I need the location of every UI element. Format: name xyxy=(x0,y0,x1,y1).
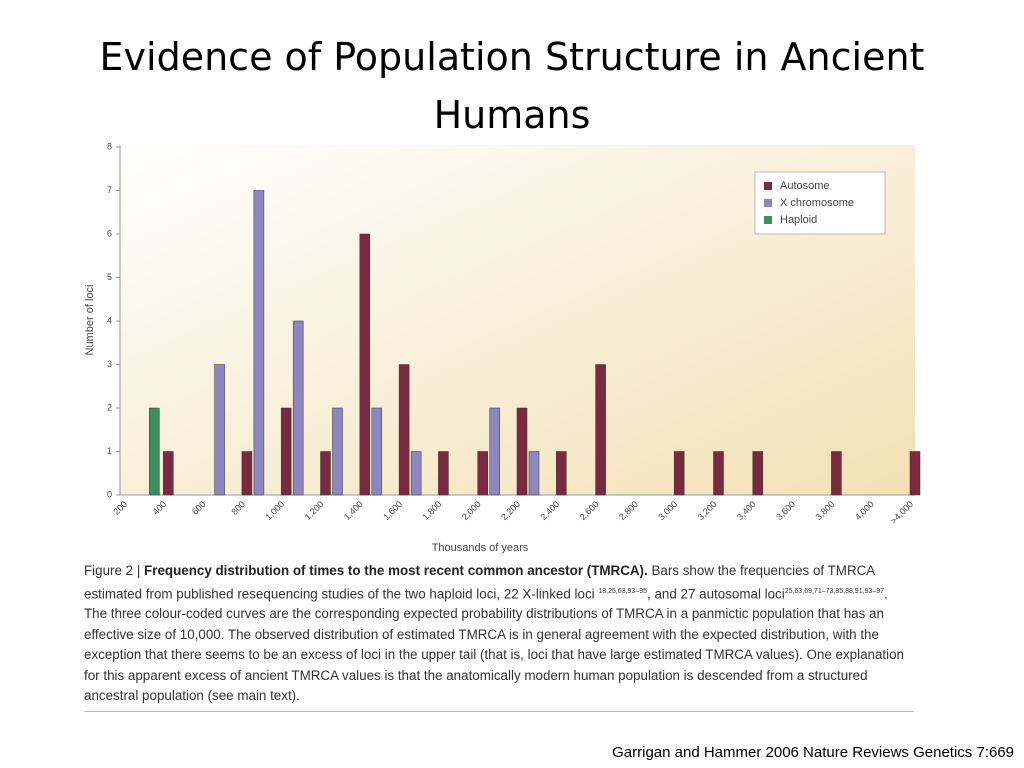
bar xyxy=(477,451,488,496)
y-tick-label: 5 xyxy=(107,272,112,282)
bar xyxy=(673,451,685,496)
x-tick-label: 2,600 xyxy=(578,499,601,522)
legend-box xyxy=(754,171,886,235)
figure-caption: Figure 2 | Frequency distribution of tim… xyxy=(84,561,914,712)
y-axis-label: Number of loci xyxy=(84,285,96,356)
bar xyxy=(410,451,422,496)
y-tick-label: 4 xyxy=(107,315,112,325)
bar xyxy=(163,451,174,496)
y-tick-label: 1 xyxy=(107,446,112,456)
caption-ref: 18,25,63,93–95 xyxy=(598,587,648,595)
x-tick-label: 800 xyxy=(229,499,247,517)
x-tick-label: 3,000 xyxy=(656,499,679,522)
x-tick-label: 3,400 xyxy=(735,499,758,522)
bar xyxy=(149,407,160,496)
y-tick-label: 7 xyxy=(107,185,112,195)
caption-text: , and 27 autosomal loci xyxy=(647,585,785,601)
x-tick-label: 2,800 xyxy=(617,499,640,522)
y-tick-label: 0 xyxy=(107,489,112,499)
x-tick-label: 600 xyxy=(190,499,208,517)
bar xyxy=(253,190,265,496)
x-tick-label: 2,000 xyxy=(460,499,483,522)
citation: Garrigan and Hammer 2006 Nature Reviews … xyxy=(612,744,1014,761)
x-tick-label: 3,800 xyxy=(813,499,836,522)
bar xyxy=(489,407,500,496)
legend-label: Autosome xyxy=(780,180,830,192)
bar xyxy=(320,451,331,496)
x-tick-label: 200 xyxy=(111,499,129,517)
x-tick-label: 2,200 xyxy=(499,499,522,522)
bar xyxy=(438,451,449,496)
bar xyxy=(398,364,410,496)
bar xyxy=(280,407,292,496)
legend-label: X chromosome xyxy=(780,197,854,209)
legend-swatch xyxy=(764,182,772,190)
caption-text: Bars show the frequencies of TMRCA estim… xyxy=(84,563,875,601)
caption-ref: 25,63,69,71–73,85,88,91,93–97 xyxy=(784,587,884,595)
caption-label: Figure 2 | xyxy=(84,563,145,578)
x-tick-label: 3,600 xyxy=(774,499,797,522)
x-tick-label: 1,000 xyxy=(263,499,286,522)
legend-label: Haploid xyxy=(780,214,817,226)
x-tick-label: 1,600 xyxy=(381,499,404,522)
bar xyxy=(713,451,724,496)
x-tick-label: 2,400 xyxy=(538,499,561,522)
x-tick-label: 1,800 xyxy=(420,499,443,522)
y-tick-label: 2 xyxy=(107,402,112,412)
y-tick-label: 8 xyxy=(107,141,112,151)
bar xyxy=(752,451,764,496)
caption-heading: Frequency distribution of times to the m… xyxy=(144,563,648,578)
bar xyxy=(214,364,225,496)
x-tick-label: 4,000 xyxy=(853,499,876,522)
slide-title: Evidence of Population Structure in Anci… xyxy=(99,35,925,137)
x-tick-label: >4,000 xyxy=(888,499,915,526)
x-tick-label: 1,200 xyxy=(303,499,326,522)
bar xyxy=(516,407,528,496)
x-axis-label: Thousands of years xyxy=(432,542,529,554)
x-tick-label: 400 xyxy=(151,499,169,517)
bar xyxy=(359,233,371,496)
bar xyxy=(909,451,921,496)
bar xyxy=(528,451,540,496)
x-tick-label: 3,200 xyxy=(696,499,719,522)
bar xyxy=(556,451,567,496)
legend-swatch xyxy=(764,199,772,207)
bar xyxy=(241,451,253,496)
bar xyxy=(595,364,606,496)
legend-swatch xyxy=(764,216,772,224)
y-tick-label: 6 xyxy=(107,228,112,238)
caption-text: . The three colour-coded curves are the … xyxy=(84,585,904,704)
x-tick-label: 1,400 xyxy=(342,499,365,522)
y-tick-label: 3 xyxy=(107,359,112,369)
bar xyxy=(292,320,304,496)
chart: Number of loci Thousands of years 0 1 2 3 4 5… xyxy=(84,141,921,554)
bar xyxy=(371,407,383,496)
bar xyxy=(831,451,842,496)
bar xyxy=(332,407,343,496)
